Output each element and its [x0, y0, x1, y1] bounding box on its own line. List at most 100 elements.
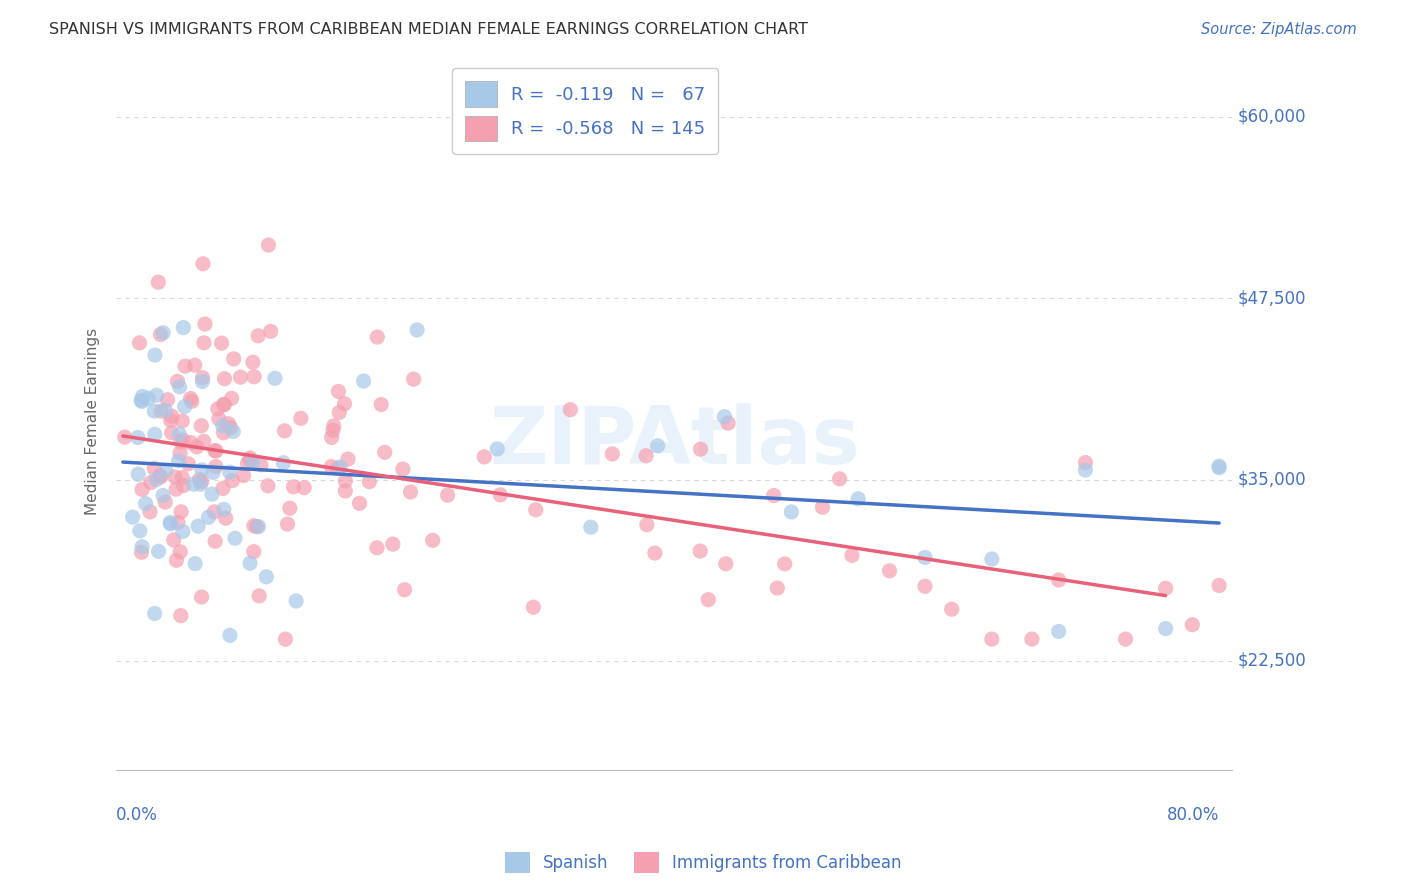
Point [191, 370, 214, 384]
Point [717, 416, 740, 430]
Point [264, 371, 287, 385]
Point [202, 505, 225, 519]
Legend: Spanish, Immigrants from Caribbean: Spanish, Immigrants from Caribbean [498, 846, 908, 880]
Point [127, 467, 149, 482]
Point [217, 417, 239, 431]
Point [229, 370, 252, 384]
Text: $35,000: $35,000 [1239, 470, 1306, 489]
Point [170, 608, 193, 623]
Point [139, 505, 162, 519]
Point [283, 480, 305, 494]
Text: SPANISH VS IMMIGRANTS FROM CARIBBEAN MEDIAN FEMALE EARNINGS CORRELATION CHART: SPANISH VS IMMIGRANTS FROM CARIBBEAN MED… [49, 22, 808, 37]
Point [128, 524, 150, 538]
Point [201, 487, 224, 501]
Point [689, 442, 711, 457]
Point [169, 380, 191, 394]
Point [239, 450, 262, 465]
Point [215, 511, 238, 525]
Point [204, 534, 226, 549]
Point [841, 549, 863, 563]
Point [276, 517, 298, 532]
Point [1115, 632, 1137, 646]
Point [243, 369, 266, 384]
Point [159, 516, 181, 531]
Point [329, 460, 352, 475]
Point [160, 409, 183, 424]
Point [250, 458, 273, 472]
Point [214, 398, 236, 412]
Point [214, 372, 236, 386]
Point [129, 393, 152, 408]
Point [321, 459, 343, 474]
Point [169, 427, 191, 442]
Text: ZIPAtlas: ZIPAtlas [489, 403, 859, 482]
Point [1047, 624, 1070, 639]
Point [224, 531, 246, 545]
Point [172, 524, 194, 539]
Point [336, 452, 359, 467]
Point [211, 336, 233, 351]
Point [766, 581, 789, 595]
Point [285, 594, 308, 608]
Point [647, 439, 669, 453]
Point [524, 503, 547, 517]
Point [335, 483, 357, 498]
Point [148, 544, 170, 558]
Point [273, 424, 295, 438]
Point [1021, 632, 1043, 646]
Point [207, 401, 229, 416]
Point [194, 317, 217, 331]
Point [135, 497, 157, 511]
Point [579, 520, 602, 534]
Point [170, 435, 193, 450]
Text: 80.0%: 80.0% [1167, 806, 1219, 824]
Point [159, 516, 181, 530]
Point [714, 557, 737, 571]
Point [169, 446, 191, 460]
Point [160, 425, 183, 440]
Point [828, 472, 851, 486]
Point [177, 457, 200, 471]
Point [172, 320, 194, 334]
Point [188, 473, 211, 487]
Point [328, 405, 350, 419]
Point [560, 402, 582, 417]
Point [366, 541, 388, 555]
Point [333, 397, 356, 411]
Point [172, 433, 194, 447]
Point [247, 589, 270, 603]
Point [1074, 463, 1097, 477]
Point [212, 397, 235, 411]
Point [489, 488, 512, 502]
Point [191, 375, 214, 389]
Point [131, 394, 153, 409]
Point [486, 442, 509, 456]
Point [190, 475, 212, 489]
Point [1074, 456, 1097, 470]
Point [190, 418, 212, 433]
Point [399, 485, 422, 500]
Point [148, 275, 170, 289]
Point [208, 412, 231, 426]
Point [131, 540, 153, 554]
Point [1154, 622, 1177, 636]
Point [114, 430, 136, 444]
Point [145, 473, 167, 487]
Point [180, 392, 202, 406]
Point [159, 413, 181, 427]
Text: Source: ZipAtlas.com: Source: ZipAtlas.com [1201, 22, 1357, 37]
Point [522, 600, 544, 615]
Point [326, 461, 349, 475]
Point [165, 482, 187, 496]
Point [222, 351, 245, 366]
Point [165, 553, 187, 567]
Point [180, 394, 202, 409]
Point [150, 404, 173, 418]
Point [202, 466, 225, 480]
Point [143, 607, 166, 621]
Point [321, 430, 343, 444]
Point [222, 425, 245, 439]
Point [349, 496, 371, 510]
Point [152, 489, 174, 503]
Point [232, 468, 254, 483]
